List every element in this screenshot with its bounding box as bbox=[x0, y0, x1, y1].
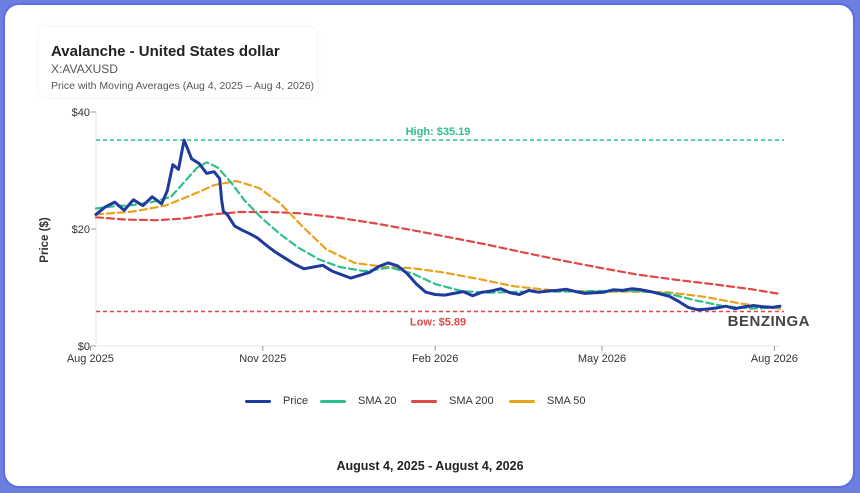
legend-swatch-sma20 bbox=[320, 399, 346, 403]
x-tick-label: Nov 2025 bbox=[239, 353, 286, 365]
legend-label-price: Price bbox=[283, 395, 309, 407]
series-lines bbox=[94, 138, 782, 312]
low-reference-label: Low: $5.89 bbox=[410, 317, 466, 329]
legend-item-sma20[interactable]: SMA 20 bbox=[320, 395, 397, 407]
chart-subtitle: Price with Moving Averages (Aug 4, 2025 … bbox=[51, 80, 315, 92]
x-tick-label: Aug 2026 bbox=[751, 353, 798, 365]
legend-item-sma200[interactable]: SMA 200 bbox=[411, 395, 494, 407]
chart-header: Avalanche - United States dollar X:AVAXU… bbox=[39, 27, 317, 97]
x-tick-label: Feb 2026 bbox=[412, 353, 458, 365]
y-axis-title: Price ($) bbox=[39, 217, 51, 263]
series-line-price bbox=[94, 138, 782, 312]
x-tick-label: May 2026 bbox=[578, 353, 626, 365]
high-reference-label: High: $35.19 bbox=[406, 126, 471, 138]
legend-item-price[interactable]: Price bbox=[245, 395, 308, 407]
y-tick-label: $0 bbox=[78, 341, 90, 353]
chart-axes: $0 $20 $40 Aug 2025 Nov 2025 Feb 2026 May 2026… bbox=[67, 107, 798, 365]
legend-item-sma50[interactable]: SMA 50 bbox=[509, 395, 586, 407]
chart-legend: Price SMA 20 SMA 200 SMA 50 bbox=[0, 395, 860, 413]
legend-swatch-sma50 bbox=[509, 399, 535, 403]
legend-label-sma50: SMA 50 bbox=[547, 395, 586, 407]
x-tick-label: Aug 2025 bbox=[67, 353, 114, 365]
legend-swatch-sma200 bbox=[411, 399, 437, 403]
series-line-sma50 bbox=[94, 179, 782, 310]
date-range-label: August 4, 2025 - August 4, 2026 bbox=[336, 459, 524, 473]
reference-lines: High: $35.19 Low: $5.89 bbox=[96, 126, 784, 329]
y-tick-label: $40 bbox=[72, 107, 90, 119]
series-line-sma200 bbox=[94, 210, 782, 295]
benzinga-watermark: BENZINGA bbox=[728, 313, 810, 330]
chart-title: Avalanche - United States dollar bbox=[51, 43, 280, 60]
ticker-symbol: X:AVAXUSD bbox=[51, 62, 118, 76]
legend-label-sma20: SMA 20 bbox=[358, 395, 397, 407]
legend-swatch-price bbox=[245, 399, 271, 403]
y-tick-label: $20 bbox=[72, 224, 90, 236]
chart-card: Avalanche - United States dollar X:AVAXU… bbox=[3, 3, 855, 488]
legend-label-sma200: SMA 200 bbox=[449, 395, 494, 407]
